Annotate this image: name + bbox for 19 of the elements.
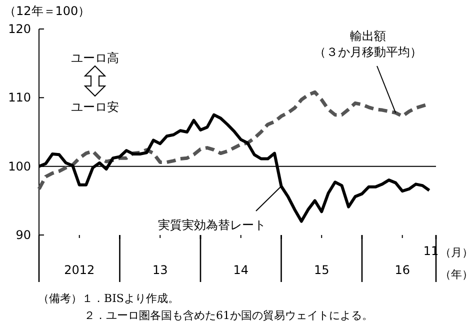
- y-axis-title: （12年＝100）: [4, 4, 90, 18]
- x-tick-label: 2012: [64, 263, 95, 277]
- x-axis-title: （月）: [440, 246, 473, 259]
- text: （備考）１．BISより作成。: [38, 292, 179, 305]
- annotation: ユーロ安: [71, 100, 119, 114]
- x-tick-label: 15: [314, 263, 330, 277]
- y-tick-label: 120: [8, 22, 31, 36]
- x-tick-label: 16: [394, 263, 410, 277]
- annotation: ユーロ高: [71, 51, 119, 65]
- x-tick-label: 13: [152, 263, 168, 277]
- y-tick-label: 110: [8, 90, 31, 105]
- text: （年）: [440, 268, 473, 281]
- y-tick-label: 100: [8, 159, 31, 174]
- annotation: （３か月移動平均）: [314, 45, 422, 59]
- annotation: 輸出額: [350, 29, 386, 43]
- annotation: 実質実効為替レート: [158, 218, 266, 232]
- x-tick-label: 14: [233, 263, 249, 277]
- y-tick-label: 90: [16, 228, 31, 242]
- text: ２．ユーロ圏各国も含めた61か国の貿易ウェイトによる。: [84, 309, 373, 322]
